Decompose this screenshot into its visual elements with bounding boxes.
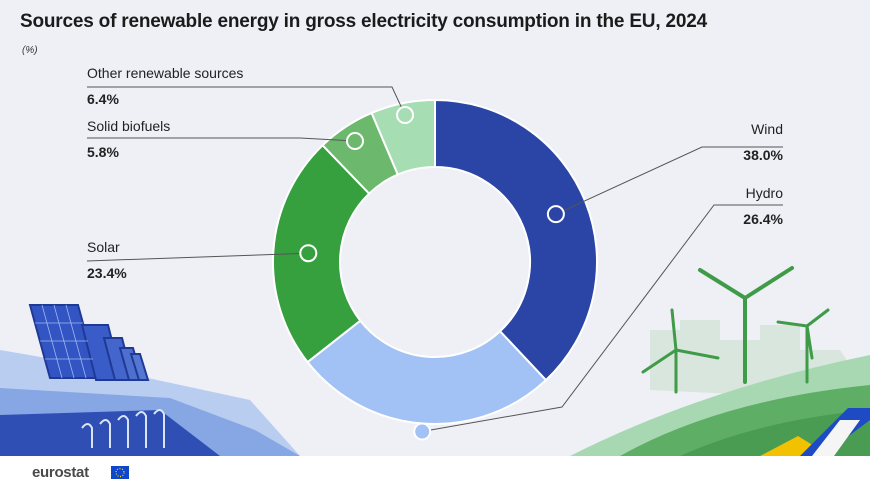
slice-other-renewable-sources — [370, 98, 436, 176]
label-value-other-renewable-sources: 6.4% — [87, 91, 119, 107]
label-name-wind: Wind — [751, 121, 783, 137]
label-name-solar: Solar — [87, 239, 120, 255]
chart-title: Sources of renewable energy in gross ele… — [20, 11, 707, 32]
marker-hydro — [413, 422, 432, 441]
leader-lines — [86, 86, 783, 441]
solar-panel-icon — [28, 304, 150, 381]
eurostat-logo: eurostat — [32, 464, 89, 481]
leader-other-renewable-sources — [87, 86, 406, 116]
label-name-other-renewable-sources: Other renewable sources — [87, 65, 243, 81]
label-name-hydro: Hydro — [746, 185, 784, 201]
slice-labels: Wind 38.0% Hydro 26.4% Solar 23.4% Solid biofu… — [87, 65, 784, 281]
hydro-dam-icon — [81, 409, 165, 448]
label-value-hydro: 26.4% — [743, 211, 783, 227]
eu-flag-icon — [111, 466, 129, 479]
marker-solar — [299, 244, 318, 263]
footer-bar — [0, 456, 870, 494]
left-landscape-illustration — [0, 304, 300, 456]
slice-hydro — [306, 319, 548, 425]
label-value-solar: 23.4% — [87, 265, 127, 281]
label-name-solid-biofuels: Solid biofuels — [87, 118, 170, 134]
label-value-wind: 38.0% — [743, 147, 783, 163]
chart-unit: (%) — [22, 45, 38, 56]
slice-wind — [434, 98, 598, 382]
marker-wind — [546, 205, 565, 224]
leader-solar — [86, 252, 309, 262]
leader-wind — [555, 146, 783, 215]
right-landscape-illustration — [570, 266, 870, 470]
leader-hydro — [422, 204, 783, 433]
marker-other-renewable-sources — [396, 106, 415, 125]
leader-solid-biofuels — [87, 137, 356, 142]
slice-solar — [272, 143, 371, 364]
marker-solid-biofuels — [346, 132, 365, 151]
label-value-solid-biofuels: 5.8% — [87, 144, 119, 160]
donut-slices — [272, 98, 598, 425]
wind-turbine-icon — [641, 266, 830, 394]
